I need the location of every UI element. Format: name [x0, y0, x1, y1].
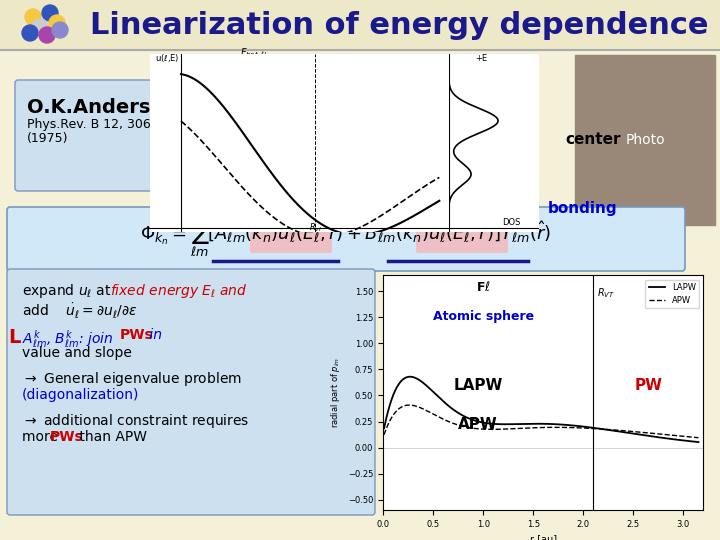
Text: +E: +E — [475, 54, 487, 63]
Text: bonding: bonding — [548, 200, 618, 215]
Text: add    $\dot{u}_\ell = \partial u_\ell / \partial \varepsilon$: add $\dot{u}_\ell = \partial u_\ell / \p… — [22, 302, 138, 321]
LAPW — [617, 429, 626, 435]
Line: APW: APW — [384, 405, 698, 438]
LAPW — [461, 414, 469, 420]
Circle shape — [32, 19, 48, 35]
APW — [379, 431, 388, 438]
LAPW — [379, 425, 388, 431]
Text: than APW: than APW — [75, 430, 147, 444]
Text: $F_l$: $F_l$ — [388, 133, 397, 147]
Text: antibonding: antibonding — [405, 68, 508, 83]
Text: PW: PW — [634, 378, 662, 393]
Text: in: in — [145, 328, 162, 342]
Text: L: L — [8, 328, 20, 347]
Circle shape — [49, 15, 65, 31]
Text: LAPW: LAPW — [454, 378, 503, 393]
Text: $R_{VT}$: $R_{VT}$ — [598, 286, 616, 300]
X-axis label: r [au]: r [au] — [530, 535, 557, 540]
Bar — [575, 55, 715, 225]
FancyBboxPatch shape — [15, 80, 179, 191]
Bar — [0, 0, 720, 50]
Line: LAPW: LAPW — [384, 377, 698, 442]
Text: $E_{bot}$: $E_{bot}$ — [260, 205, 279, 219]
Text: u($\ell$,E): u($\ell$,E) — [156, 52, 180, 64]
Circle shape — [25, 9, 41, 25]
Text: expand $u_\ell$ at: expand $u_\ell$ at — [22, 282, 112, 300]
Text: F$\ell$: F$\ell$ — [476, 280, 490, 294]
LAPW — [405, 374, 414, 380]
FancyBboxPatch shape — [7, 269, 375, 515]
Text: $E_l$: $E_l$ — [265, 133, 275, 147]
Text: $\Phi_{k_n} = \sum_{\ell m}[A_{\ell m}(k_n)u_\ell(E_\ell,r) + B_{\ell m}(k_n)\do: $\Phi_{k_n} = \sum_{\ell m}[A_{\ell m}(k… — [140, 219, 552, 259]
APW — [590, 426, 599, 432]
Text: (diagonalization): (diagonalization) — [22, 388, 140, 402]
Text: DOS: DOS — [503, 218, 521, 227]
Text: $\rightarrow$ General eigenvalue problem: $\rightarrow$ General eigenvalue problem — [22, 370, 242, 388]
Text: PWs: PWs — [120, 328, 154, 342]
Text: fixed energy $E_\ell$ and: fixed energy $E_\ell$ and — [110, 282, 248, 300]
Bar — [150, 54, 460, 232]
LAPW — [590, 425, 599, 431]
Text: PWs: PWs — [50, 430, 84, 444]
FancyBboxPatch shape — [416, 230, 508, 253]
FancyBboxPatch shape — [250, 230, 332, 253]
LAPW — [523, 421, 531, 427]
Text: (1975): (1975) — [27, 132, 68, 145]
APW — [523, 425, 531, 431]
LAPW — [694, 439, 703, 446]
Text: center: center — [565, 132, 621, 147]
FancyBboxPatch shape — [7, 207, 685, 271]
APW — [694, 435, 703, 441]
Text: Photo: Photo — [625, 133, 665, 147]
Text: O.K.Andersen,: O.K.Andersen, — [27, 98, 185, 117]
Text: Phys.Rev. B 12, 3060: Phys.Rev. B 12, 3060 — [27, 118, 158, 131]
APW — [565, 424, 574, 431]
Text: APW: APW — [459, 417, 498, 432]
LAPW — [436, 395, 444, 402]
Text: $R_{\nu l}$: $R_{\nu l}$ — [309, 221, 322, 234]
Circle shape — [52, 22, 68, 38]
Circle shape — [22, 25, 38, 41]
APW — [405, 402, 413, 408]
APW — [436, 415, 444, 421]
APW — [461, 424, 469, 430]
APW — [617, 427, 626, 434]
LAPW — [565, 422, 574, 428]
Text: Linearization of energy dependence: Linearization of energy dependence — [90, 10, 708, 39]
Text: $F_{bot,\ell l}$: $F_{bot,\ell l}$ — [240, 46, 267, 62]
Text: more: more — [22, 430, 63, 444]
Circle shape — [39, 27, 55, 43]
Text: $A_{\ell m}^k$, $B_{\ell m}^k$: join: $A_{\ell m}^k$, $B_{\ell m}^k$: join — [22, 328, 114, 350]
Text: $F_{top}$: $F_{top}$ — [318, 60, 336, 75]
Text: value and slope: value and slope — [22, 346, 132, 360]
Text: $F_{bonom}$: $F_{bonom}$ — [320, 213, 347, 226]
Text: Atomic sphere: Atomic sphere — [433, 310, 534, 323]
Circle shape — [42, 5, 58, 21]
Legend: LAPW, APW: LAPW, APW — [645, 280, 699, 308]
Y-axis label: radial part of $p_{lm}$: radial part of $p_{lm}$ — [329, 357, 343, 428]
Text: $\rightarrow$ additional constraint requires: $\rightarrow$ additional constraint requ… — [22, 412, 250, 430]
